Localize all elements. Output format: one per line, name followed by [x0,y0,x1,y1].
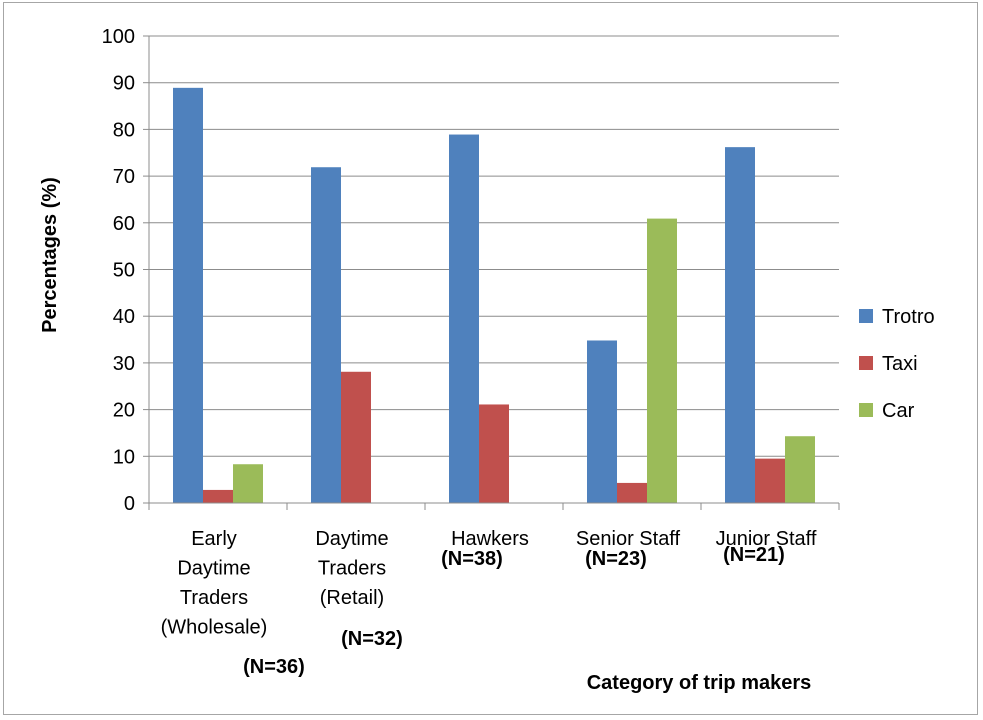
legend-label: Taxi [882,353,918,375]
bar-taxi-4 [755,458,785,503]
bar-taxi-3 [617,482,647,503]
y-tick-label: 90 [113,73,135,95]
legend-label: Car [882,400,915,422]
bar-chart: 0 10 20 30 40 50 60 70 80 90 100 Early Daytime Trade… [39,26,935,694]
y-tick-label: 80 [113,119,135,141]
legend-swatch-car [859,403,873,417]
bar-trotro-0 [173,87,203,503]
sample-size-label: (N=21) [723,544,785,566]
category-label: Early [191,528,237,550]
bars [173,87,815,504]
y-tick-label: 60 [113,213,135,235]
grid-lines [143,35,839,504]
y-tick-label: 20 [113,400,135,422]
bar-taxi-0 [203,489,233,503]
bar-trotro-2 [449,134,479,504]
x-axis-title: Category of trip makers [587,672,812,694]
legend-label: Trotro [882,306,935,328]
chart-frame: 0 10 20 30 40 50 60 70 80 90 100 Early Daytime Trade… [3,2,978,715]
y-tick-label: 100 [102,26,135,48]
sample-size-label: (N=36) [243,656,305,678]
y-axis-title: Percentages (%) [39,177,61,333]
category-label: Traders [180,587,248,609]
legend-swatch-trotro [859,309,873,323]
x-category-labels: Early Daytime Traders (Wholesale) (N=36) Dayt… [161,528,817,678]
y-tick-label: 10 [113,446,135,468]
category-label: (Retail) [320,587,384,609]
legend: Trotro Taxi Car [859,306,935,422]
category-label: Daytime [315,528,388,550]
bar-car-0 [233,464,263,503]
bar-trotro-4 [725,147,755,503]
y-tick-labels: 0 10 20 30 40 50 60 70 80 90 100 [102,26,135,515]
category-label: Junior Staff [716,528,817,550]
bar-trotro-3 [587,340,617,503]
category-label: Senior Staff [576,528,681,550]
sample-size-label: (N=32) [341,628,403,650]
legend-swatch-taxi [859,356,873,370]
y-tick-label: 40 [113,306,135,328]
axes [148,36,840,510]
category-label: Daytime [177,558,250,580]
sample-size-label: (N=23) [585,548,647,570]
sample-size-label: (N=38) [441,548,503,570]
y-tick-label: 50 [113,260,135,282]
bar-car-4 [785,436,815,503]
y-tick-label: 0 [124,493,135,515]
bar-car-3 [647,218,677,504]
category-label: Hawkers [451,528,529,550]
y-tick-label: 30 [113,353,135,375]
bar-taxi-2 [479,404,509,503]
bar-trotro-1 [311,167,341,504]
bar-taxi-1 [341,371,371,503]
category-label: (Wholesale) [161,617,268,639]
y-tick-label: 70 [113,166,135,188]
category-label: Traders [318,558,386,580]
